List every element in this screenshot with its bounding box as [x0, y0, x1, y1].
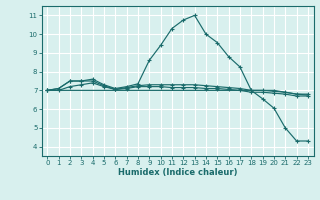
X-axis label: Humidex (Indice chaleur): Humidex (Indice chaleur): [118, 168, 237, 177]
